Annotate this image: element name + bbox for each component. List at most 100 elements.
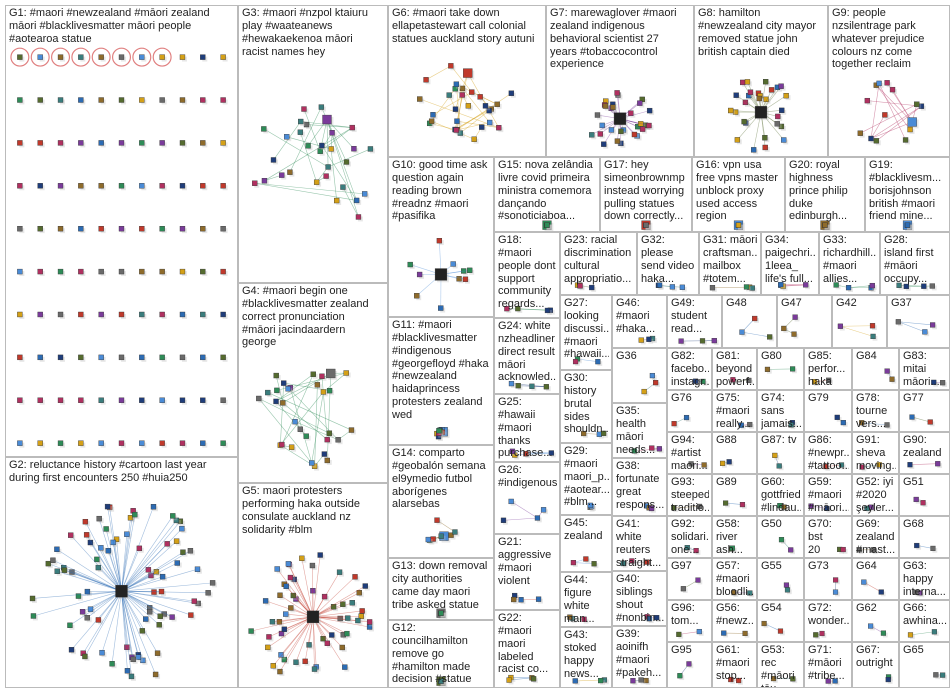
network-node	[764, 366, 772, 374]
network-node	[511, 596, 519, 604]
network-edge	[108, 550, 122, 592]
network-edge	[263, 128, 329, 168]
network-node	[856, 547, 864, 555]
network-node	[17, 397, 25, 405]
group-cell-g31: G31: māori craftsman... mailbox #totem..…	[699, 232, 761, 295]
network-node	[301, 106, 309, 114]
group-network	[885, 674, 893, 684]
network-node	[113, 536, 122, 544]
group-cell-g30: G30: history brutal sides shouldn...	[560, 370, 612, 443]
network-edge	[573, 562, 595, 565]
network-node	[833, 282, 841, 290]
network-edge	[289, 387, 312, 464]
network-node	[696, 503, 704, 511]
network-node	[321, 451, 329, 459]
network-node	[448, 532, 456, 540]
network-node	[864, 97, 872, 106]
network-node	[933, 672, 941, 680]
group-cell-g89: G89	[712, 474, 757, 516]
network-node	[321, 593, 330, 602]
network-node	[194, 566, 202, 574]
network-node	[78, 140, 86, 148]
group-network	[587, 502, 596, 512]
network-node	[336, 569, 345, 577]
network-node	[824, 505, 832, 513]
group-network	[425, 517, 460, 545]
network-node	[140, 657, 148, 665]
network-node	[320, 636, 328, 644]
group-cell-g91: G91: sheva moving...	[852, 432, 899, 474]
group-network	[572, 356, 603, 366]
group-network	[506, 674, 538, 685]
group-network	[931, 379, 947, 387]
group-network	[913, 496, 928, 508]
network-edge	[312, 616, 370, 628]
network-node	[179, 226, 187, 234]
group-cell-g40: G40: siblings shout #nonbin...	[612, 571, 667, 626]
network-edge	[121, 591, 143, 631]
network-node	[303, 433, 311, 441]
group-cell-g17: G17: hey simeonbrownmp instead worrying …	[600, 157, 692, 232]
network-node	[220, 268, 228, 277]
group-cell-g59: G59: #maori #māori...	[804, 474, 852, 516]
network-node	[355, 214, 363, 222]
network-edge	[121, 550, 191, 592]
network-node	[577, 283, 585, 291]
group-cell-g66: G66: awhina...	[899, 600, 950, 642]
group-network	[248, 552, 375, 677]
network-node	[220, 440, 228, 448]
network-edge	[272, 616, 314, 622]
network-node	[124, 531, 132, 539]
network-node	[453, 81, 461, 89]
network-edge	[264, 127, 353, 181]
network-node	[297, 426, 305, 434]
network-node	[324, 457, 332, 465]
network-node	[139, 226, 147, 234]
network-node	[643, 222, 651, 230]
network-node	[37, 268, 45, 277]
network-node	[614, 90, 622, 98]
network-node	[152, 671, 161, 679]
network-edge	[876, 84, 913, 123]
network-node	[742, 99, 750, 107]
group-cell-g62: G62	[852, 600, 899, 642]
group-cell-g5: G5: maori protesters performing haka out…	[238, 483, 388, 688]
network-edge	[84, 591, 122, 657]
group-network	[778, 537, 796, 555]
network-edge	[326, 119, 359, 218]
group-network	[907, 461, 943, 469]
network-node	[581, 430, 588, 438]
network-edge	[293, 579, 314, 617]
network-node	[620, 560, 628, 568]
network-node	[479, 124, 487, 132]
network-edge	[326, 119, 329, 167]
network-node	[434, 517, 442, 525]
group-network	[823, 462, 846, 471]
network-node	[486, 119, 495, 127]
network-node	[791, 331, 799, 339]
network-node	[188, 612, 196, 620]
network-node	[94, 556, 102, 564]
group-network	[856, 547, 878, 555]
network-node	[105, 548, 113, 556]
network-edge	[32, 590, 122, 599]
network-node	[416, 271, 425, 279]
network-node	[781, 137, 789, 145]
network-node	[118, 440, 126, 448]
network-node	[880, 630, 888, 638]
network-node	[826, 377, 833, 385]
network-edge	[511, 501, 538, 519]
network-node	[770, 675, 778, 683]
network-edge	[121, 591, 139, 655]
group-network	[770, 675, 798, 684]
network-node	[508, 380, 516, 388]
network-edge	[268, 616, 314, 638]
network-node	[82, 653, 90, 661]
network-node	[164, 541, 172, 549]
network-edge	[121, 562, 178, 592]
network-edge	[725, 502, 743, 505]
group-network	[914, 542, 938, 553]
group-cell-g64: G64	[852, 558, 899, 600]
group-cell-g39: G39: aoinifh #maori #pakeh...	[612, 626, 667, 688]
network-node	[544, 222, 552, 230]
